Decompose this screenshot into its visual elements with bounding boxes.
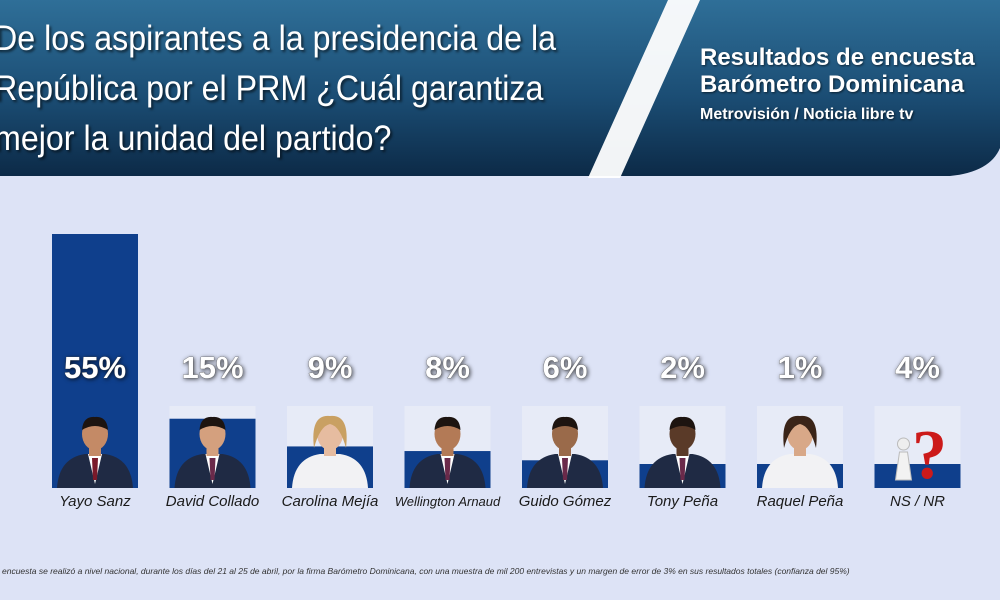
bar-ns-nr — [874, 464, 961, 488]
photo-backdrop-david-collado — [169, 406, 256, 419]
photo-wellington-arnaud — [409, 416, 486, 488]
data-label-guido-gomez: 6% — [543, 350, 588, 385]
category-label-wellington-arnaud: Wellington Arnaud — [395, 494, 501, 509]
photo-david-collado — [174, 416, 251, 488]
data-label-wellington-arnaud: 8% — [425, 350, 470, 385]
data-label-david-collado: 15% — [181, 350, 243, 385]
data-label-yayo-sanz: 55% — [64, 350, 126, 385]
brand-line-3: Metrovisión / Noticia libre tv — [700, 106, 914, 123]
data-label-raquel-pena: 1% — [778, 350, 823, 385]
question-mark-figure-icon: ? — [894, 417, 947, 494]
question-title: De los aspirantes a la presidencia de la… — [0, 19, 557, 158]
svg-text:?: ? — [912, 417, 947, 494]
bar-chart: 55% Yayo Sanz 15% David Collado 9% Carolina M… — [52, 234, 961, 510]
category-label-guido-gomez: Guido Gómez — [519, 493, 612, 510]
category-label-david-collado: David Collado — [166, 493, 259, 510]
photo-guido-gomez — [527, 416, 603, 488]
category-label-carolina-mejia: Carolina Mejía — [282, 493, 379, 510]
brand-line-2: Barómetro Dominicana — [700, 71, 965, 98]
header-divider-stripe — [588, 0, 700, 178]
header-banner: De los aspirantes a la presidencia de la… — [0, 0, 1000, 178]
category-label-ns-nr: NS / NR — [890, 493, 945, 510]
photo-tony-pena — [644, 416, 721, 488]
brand-line-1: Resultados de encuesta — [700, 44, 975, 71]
data-label-tony-pena: 2% — [660, 350, 705, 385]
footnote: encuesta se realizó a nivel nacional, du… — [2, 566, 850, 576]
category-label-yayo-sanz: Yayo Sanz — [59, 493, 131, 510]
photo-raquel-pena — [762, 415, 838, 488]
data-label-carolina-mejia: 9% — [308, 350, 353, 385]
header-background — [0, 0, 1000, 178]
photo-backdrop-ns-nr — [874, 406, 961, 464]
photo-carolina-mejia — [292, 415, 368, 488]
category-label-tony-pena: Tony Peña — [647, 493, 718, 510]
category-label-raquel-pena: Raquel Peña — [757, 493, 844, 510]
photo-yayo-sanz — [57, 416, 133, 488]
brand-block: Resultados de encuesta Barómetro Dominic… — [700, 44, 975, 124]
data-label-ns-nr: 4% — [895, 350, 940, 385]
